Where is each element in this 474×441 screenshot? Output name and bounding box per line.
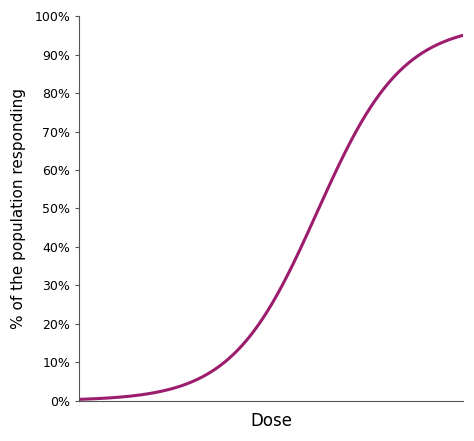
Y-axis label: % of the population responding: % of the population responding <box>11 88 26 329</box>
X-axis label: Dose: Dose <box>250 412 292 430</box>
